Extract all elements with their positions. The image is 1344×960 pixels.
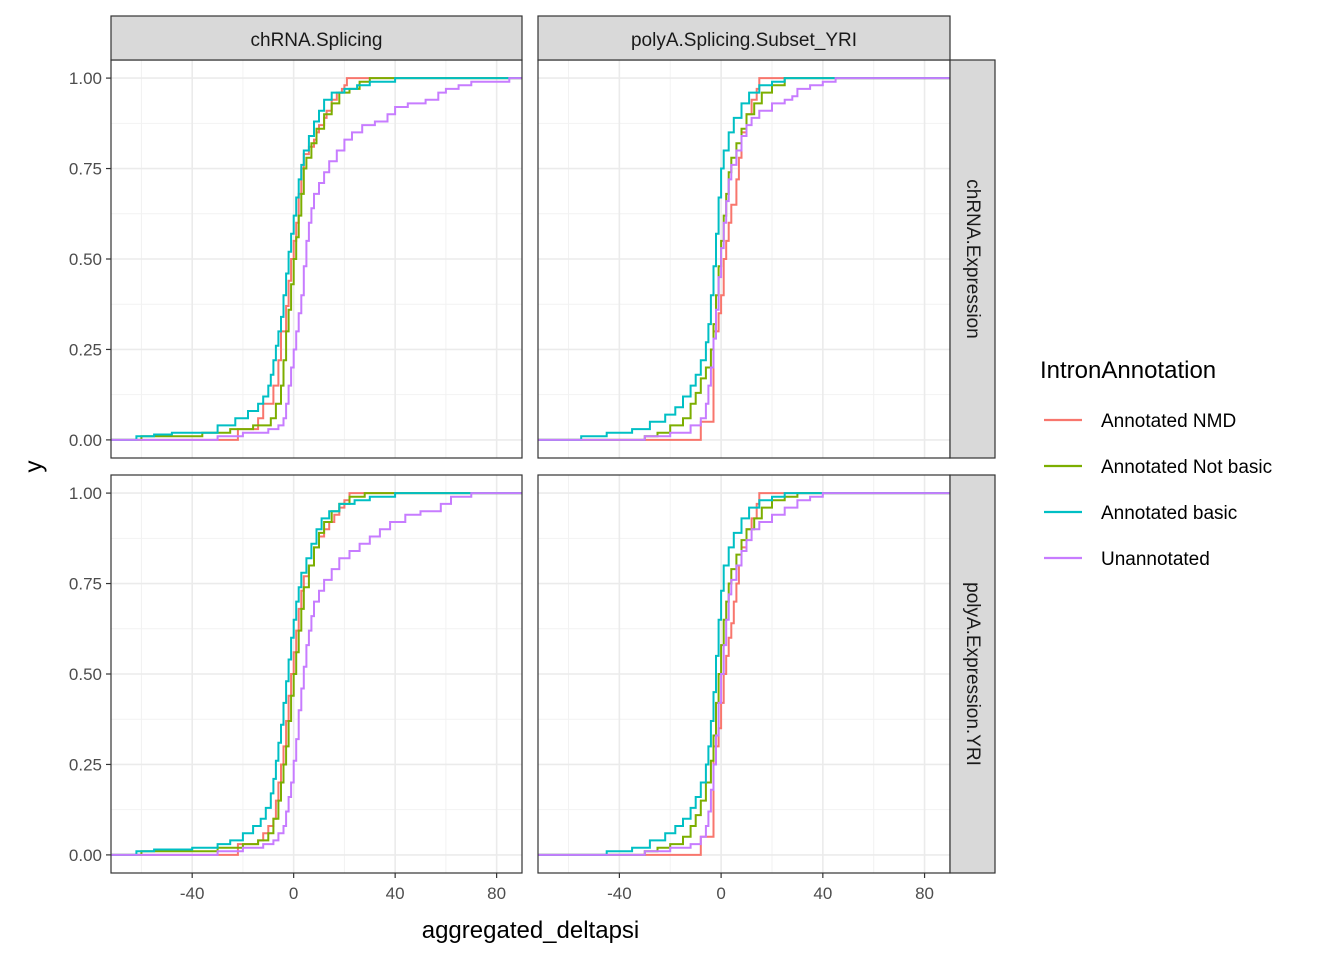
x-tick-label: 0 [716, 884, 725, 903]
column-strip-label: polyA.Splicing.Subset_YRI [631, 30, 857, 51]
ecdf-line-annotated-nmd [538, 77, 950, 441]
legend-entry-label: Annotated basic [1101, 503, 1237, 524]
ecdf-line-unannotated [538, 492, 950, 856]
ecdf-line-unannotated [111, 492, 522, 856]
ecdf-line-annotated-basic [538, 492, 950, 856]
row-strip [949, 59, 996, 459]
y-tick-label: 1.00 [69, 69, 102, 88]
legend-entry-label: Annotated Not basic [1101, 457, 1272, 478]
ecdf-line-annotated-not-basic [111, 77, 522, 441]
column-strip [110, 15, 523, 61]
panel-polyA.Expression.YRI-polyA.Splicing.Subset_YRI: -40 0 40 80 [537, 474, 951, 903]
panel-polyA.Expression.YRI-chRNA.Splicing: 0.00 0.25 0.50 0.75 1.00 -40 0 40 80 [69, 474, 523, 903]
y-tick-label: 0.75 [69, 160, 102, 179]
legend: IntronAnnotation Annotated NMD Annotated N… [1040, 357, 1272, 570]
x-tick-label: 80 [487, 884, 506, 903]
y-tick-label: 0.00 [69, 431, 102, 450]
row-strip [949, 474, 996, 874]
ecdf-line-annotated-not-basic [111, 492, 522, 856]
legend-title: IntronAnnotation [1040, 357, 1216, 384]
x-axis-title: aggregated_deltapsi [422, 917, 640, 944]
ecdf-line-annotated-nmd [538, 492, 950, 856]
legend-entry-label: Annotated NMD [1101, 411, 1236, 432]
x-tick-label: 80 [915, 884, 934, 903]
x-tick-label: -40 [180, 884, 205, 903]
column-strip [537, 15, 951, 61]
y-tick-label: 1.00 [69, 484, 102, 503]
ecdf-line-annotated-basic [111, 77, 522, 441]
y-tick-label: 0.00 [69, 846, 102, 865]
ecdf-line-annotated-basic [538, 77, 950, 441]
y-tick-label: 0.25 [69, 755, 102, 774]
x-tick-label: -40 [607, 884, 632, 903]
y-tick-label: 0.50 [69, 250, 102, 269]
panel-chRNA.Expression-chRNA.Splicing: 0.00 0.25 0.50 0.75 1.00 [69, 59, 523, 459]
ecdf-line-annotated-not-basic [538, 77, 950, 441]
x-tick-label: 0 [289, 884, 298, 903]
y-tick-label: 0.50 [69, 665, 102, 684]
y-tick-label: 0.75 [69, 575, 102, 594]
y-tick-label: 0.25 [69, 340, 102, 359]
ecdf-line-unannotated [538, 77, 950, 441]
ecdf-line-unannotated [111, 77, 522, 441]
ecdf-line-annotated-basic [111, 492, 522, 856]
y-axis-title: y [21, 461, 48, 473]
legend-entry-label: Unannotated [1101, 549, 1210, 570]
panel-chRNA.Expression-polyA.Splicing.Subset_YRI [537, 59, 951, 459]
column-strip-label: chRNA.Splicing [251, 30, 383, 51]
row-strip-label: polyA.Expression.YRI [962, 582, 983, 766]
x-tick-label: 40 [386, 884, 405, 903]
row-strip-label: chRNA.Expression [962, 179, 983, 338]
x-tick-label: 40 [813, 884, 832, 903]
